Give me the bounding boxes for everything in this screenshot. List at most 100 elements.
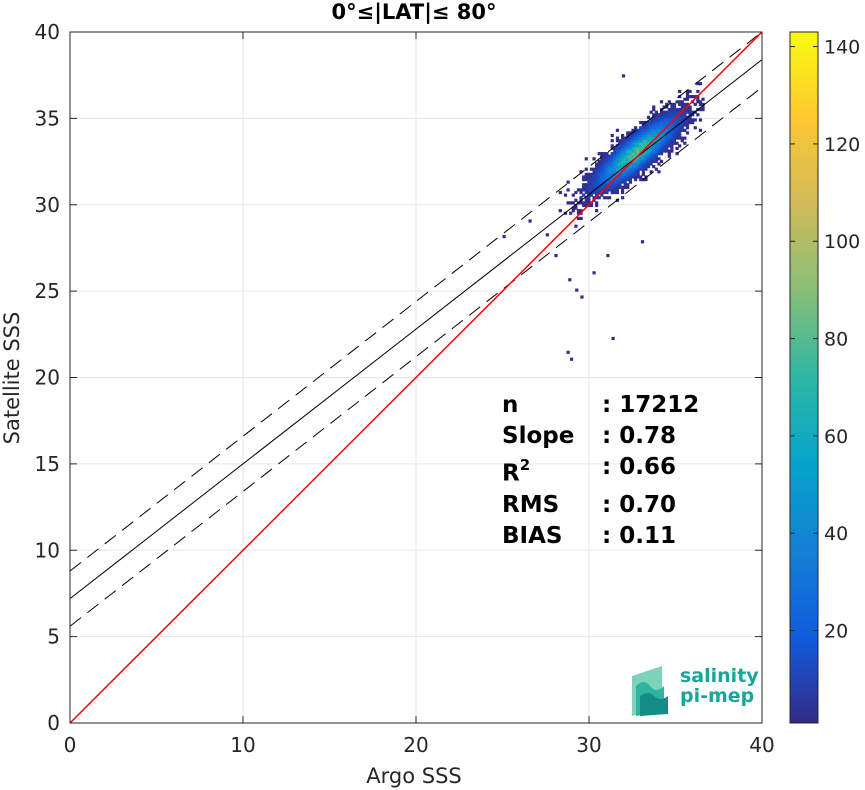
density-cell — [628, 157, 632, 161]
density-cell — [595, 201, 599, 205]
density-cell — [615, 172, 620, 176]
x-tick-label: 20 — [403, 733, 428, 757]
density-cell — [646, 136, 651, 140]
density-cell — [605, 190, 609, 195]
density-cell — [698, 118, 703, 122]
density-cell — [670, 144, 674, 148]
density-cell — [636, 162, 640, 166]
density-cell — [610, 133, 614, 138]
density-cell — [698, 128, 703, 132]
density-cell — [644, 136, 648, 140]
density-cell — [595, 162, 599, 166]
density-cell — [685, 110, 690, 114]
density-cell — [641, 165, 645, 169]
density-cell — [693, 118, 697, 122]
density-cell — [589, 188, 594, 192]
density-cell — [623, 170, 627, 174]
density-cell — [636, 139, 640, 143]
density-cell — [672, 133, 677, 138]
density-cell — [618, 183, 622, 187]
density-cell — [657, 146, 661, 151]
density-cell — [654, 149, 658, 153]
density-cell — [631, 167, 635, 171]
density-cell — [685, 131, 690, 135]
density-cell — [592, 177, 596, 182]
density-cell — [639, 154, 643, 158]
density-cell — [618, 175, 622, 179]
density-cell — [654, 139, 658, 143]
density-cell — [615, 167, 620, 171]
density-cell — [579, 216, 583, 221]
density-cell — [626, 141, 630, 145]
density-cell — [641, 146, 645, 151]
density-cell — [636, 149, 640, 153]
density-cell — [608, 196, 612, 200]
density-cell — [649, 123, 653, 127]
density-cell — [698, 82, 703, 86]
density-cell — [649, 162, 653, 166]
density-cell — [602, 185, 607, 189]
density-cell — [688, 95, 692, 99]
density-cell — [644, 165, 648, 169]
density-cell — [644, 141, 648, 145]
density-cell — [672, 113, 677, 117]
density-cell — [665, 123, 669, 127]
density-cell — [589, 180, 594, 184]
density-cell — [688, 115, 692, 119]
density-cell — [597, 196, 601, 200]
density-cell — [644, 157, 648, 161]
density-cell — [621, 172, 625, 176]
density-cell — [672, 128, 677, 132]
density-cell — [608, 172, 612, 176]
y-axis-title: Satellite SSS — [0, 312, 24, 445]
density-cell — [626, 154, 630, 158]
density-cell — [633, 172, 638, 176]
density-cell — [639, 141, 643, 145]
density-cell — [670, 123, 674, 127]
density-cell — [665, 110, 669, 114]
density-cell — [652, 115, 656, 119]
density-cell — [623, 149, 627, 153]
density-cell — [652, 141, 656, 145]
salinity-pi-mep-logo: salinity pi-mep — [628, 664, 759, 716]
density-cell — [636, 141, 640, 145]
density-cell — [633, 149, 638, 153]
density-cell — [667, 139, 671, 143]
outlier-point — [611, 336, 615, 341]
density-cell — [631, 165, 635, 169]
density-cell — [615, 136, 620, 140]
density-cell — [600, 185, 604, 189]
density-cell — [659, 128, 664, 132]
density-cell — [600, 188, 604, 192]
density-cell — [631, 144, 635, 148]
density-cell — [613, 159, 617, 164]
outlier-point — [580, 295, 584, 299]
density-cell — [696, 89, 700, 94]
density-cell — [602, 190, 607, 195]
density-cell — [659, 159, 664, 164]
density-cell — [659, 152, 664, 156]
density-cell — [678, 131, 682, 135]
density-cell — [600, 172, 604, 176]
wave-logo-icon — [632, 666, 668, 716]
density-cell — [649, 118, 653, 122]
density-cell — [641, 170, 645, 174]
density-cell — [652, 120, 656, 125]
density-cell — [670, 118, 674, 122]
density-cell — [569, 201, 573, 205]
density-cell — [685, 97, 690, 101]
density-cell — [646, 162, 651, 166]
density-cell — [652, 131, 656, 135]
density-cell — [667, 133, 671, 138]
density-cell — [563, 193, 568, 197]
density-cell — [641, 172, 645, 176]
density-cell — [610, 185, 614, 189]
density-cell — [610, 157, 614, 161]
density-cell — [633, 144, 638, 148]
density-cell — [675, 136, 679, 140]
density-cell — [610, 190, 614, 195]
density-cell — [613, 146, 617, 151]
density-cell — [683, 110, 687, 114]
density-cell — [639, 144, 643, 148]
colorbar-tick-label: 140 — [824, 37, 860, 59]
